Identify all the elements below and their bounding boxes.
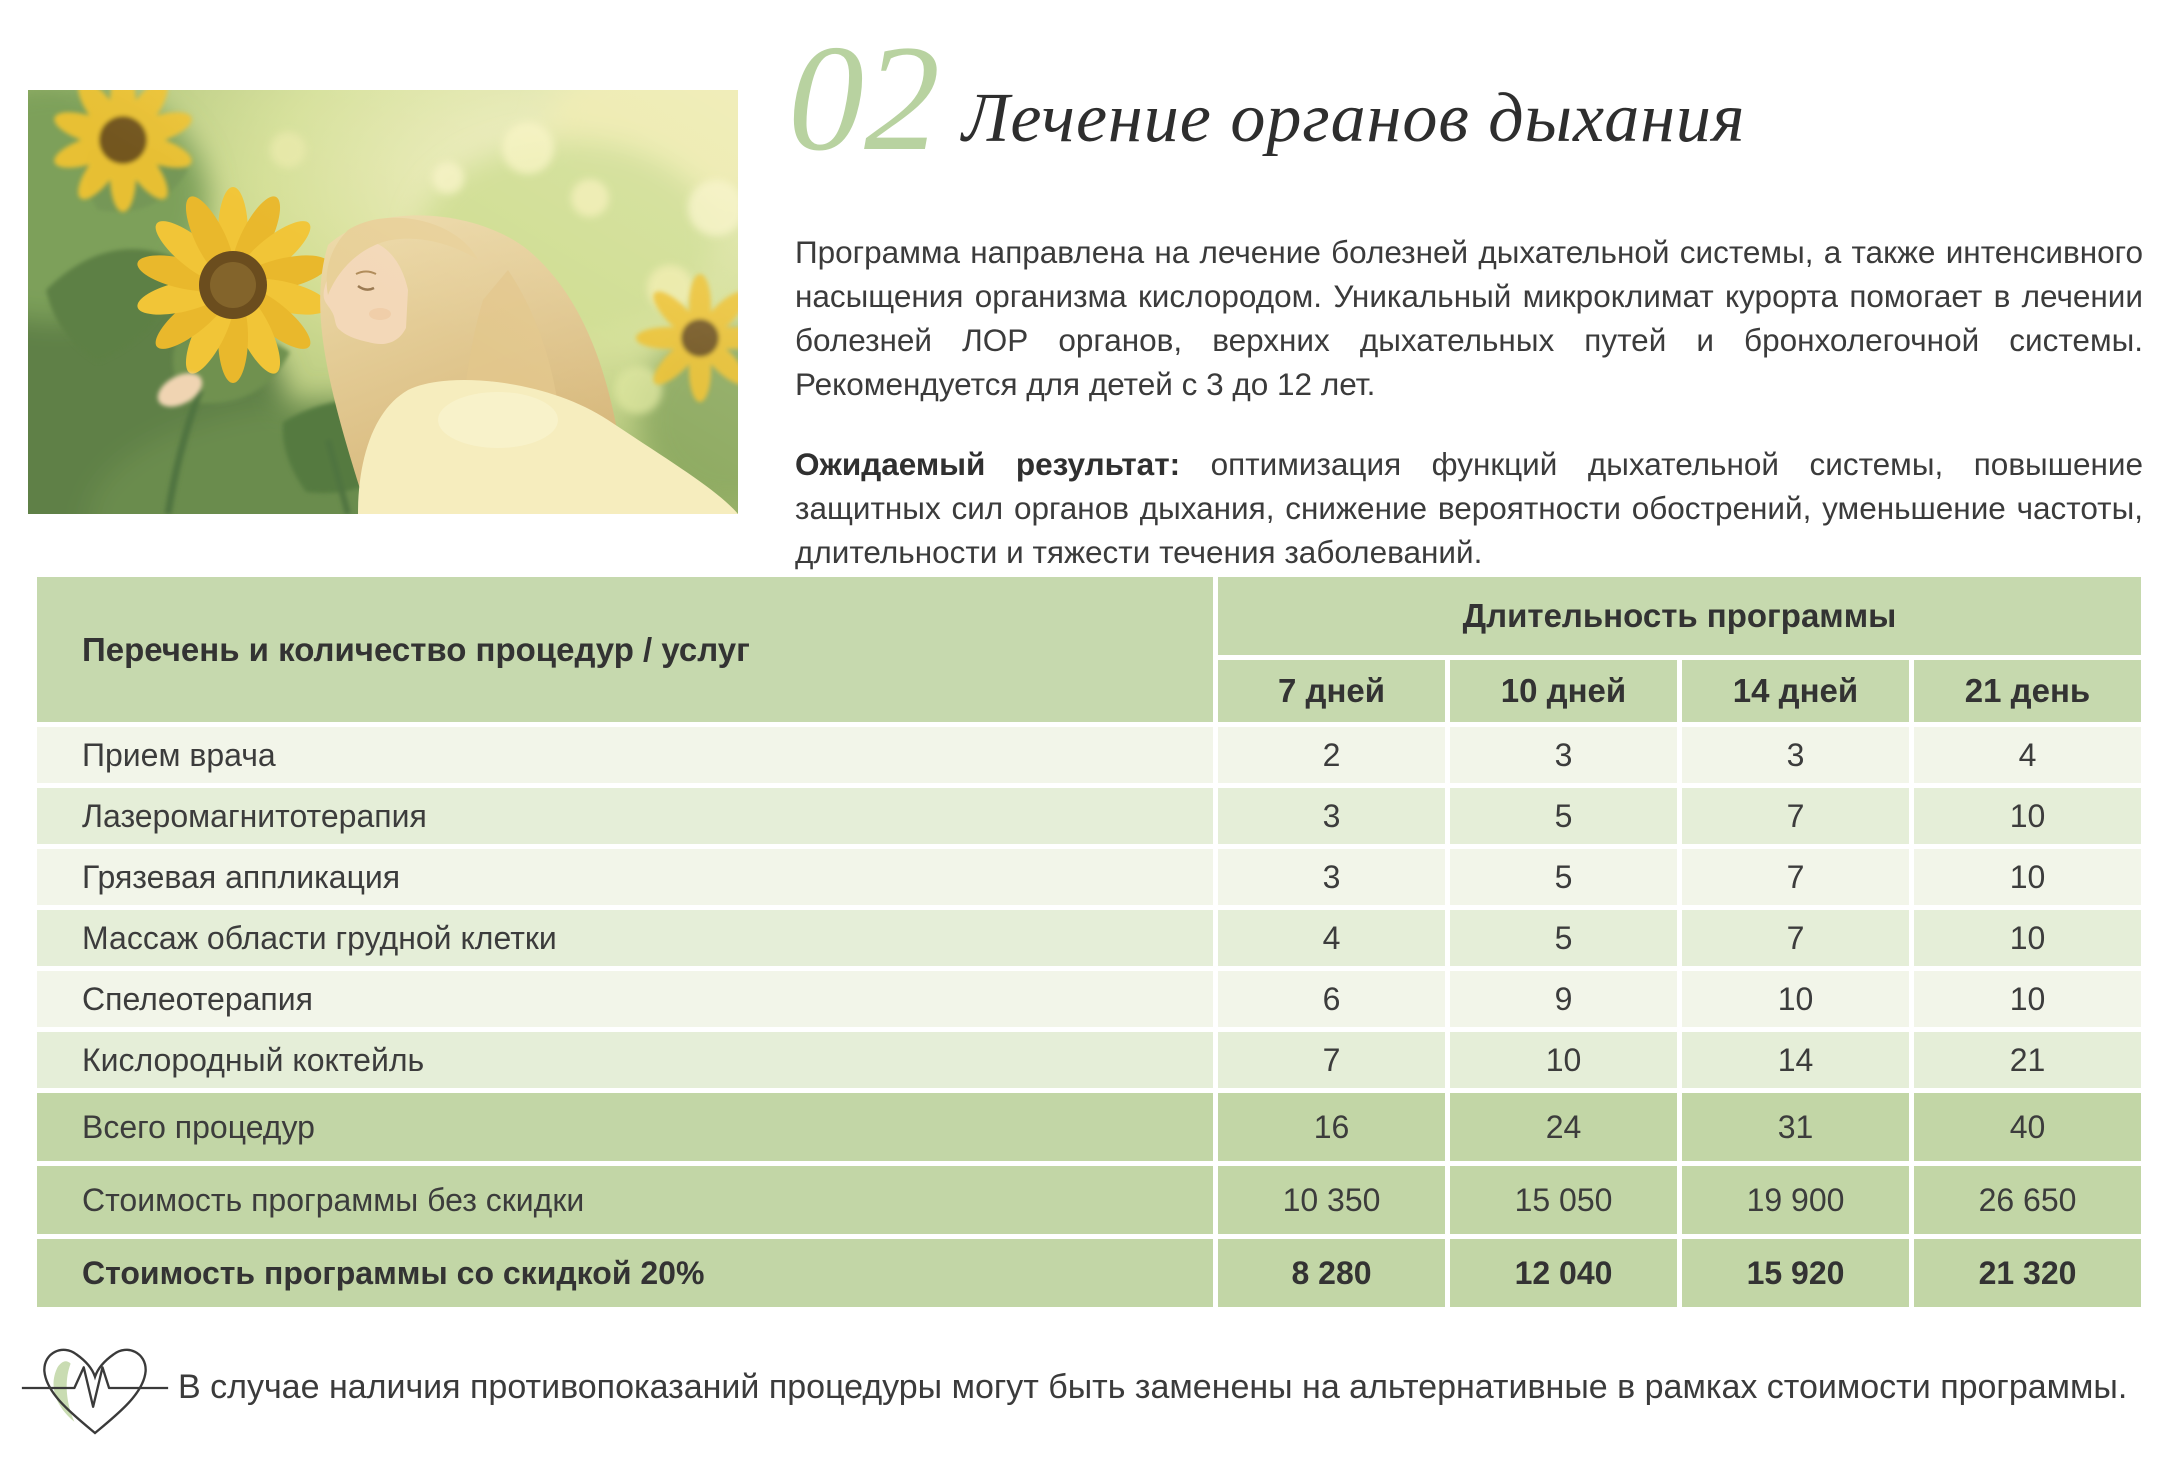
table-row-value: 3 <box>1218 788 1445 844</box>
table-row-value: 21 <box>1914 1032 2141 1088</box>
heart-pulse-icon <box>21 1348 169 1435</box>
table-row-value: 12 040 <box>1450 1239 1677 1307</box>
table-row-value: 10 350 <box>1218 1166 1445 1234</box>
table-row-value: 10 <box>1914 971 2141 1027</box>
table-column-7-days: 7 дней <box>1218 660 1445 722</box>
footer-note: В случае наличия противопоказаний процед… <box>178 1368 2128 1406</box>
table-row-value: 3 <box>1450 727 1677 783</box>
table-row-label: Массаж области грудной клетки <box>37 910 1213 966</box>
table-header-duration: Длительность программы <box>1218 577 2141 655</box>
table-row-value: 6 <box>1218 971 1445 1027</box>
table-row-label: Прием врача <box>37 727 1213 783</box>
table-row-value: 10 <box>1914 788 2141 844</box>
table-row-value: 5 <box>1450 849 1677 905</box>
expected-result-paragraph: Ожидаемый результат: оптимизация функций… <box>795 442 2143 574</box>
expected-result-label: Ожидаемый результат: <box>795 445 1181 482</box>
table-row-value: 31 <box>1682 1093 1909 1161</box>
table-row-value: 15 050 <box>1450 1166 1677 1234</box>
table-row-value: 7 <box>1682 788 1909 844</box>
table-row-value: 15 920 <box>1682 1239 1909 1307</box>
sunflower-field-illustration <box>28 90 738 514</box>
table-row-value: 24 <box>1450 1093 1677 1161</box>
table-column-21-days: 21 день <box>1914 660 2141 722</box>
table-row-value: 26 650 <box>1914 1166 2141 1234</box>
table-row-label: Стоимость программы без скидки <box>37 1166 1213 1234</box>
table-row-value: 19 900 <box>1682 1166 1909 1234</box>
table-row-value: 10 <box>1914 849 2141 905</box>
table-row-value: 5 <box>1450 788 1677 844</box>
table-row-value: 16 <box>1218 1093 1445 1161</box>
table-row-label: Стоимость программы со скидкой 20% <box>37 1239 1213 1307</box>
section-number: 02 <box>788 14 940 182</box>
intro-paragraph: Программа направлена на лечение болезней… <box>795 233 2143 402</box>
table-row-value: 10 <box>1914 910 2141 966</box>
table-row-label: Кислородный коктейль <box>37 1032 1213 1088</box>
table-row-value: 4 <box>1218 910 1445 966</box>
table-row-label: Лазеромагнитотерапия <box>37 788 1213 844</box>
table-row-value: 9 <box>1450 971 1677 1027</box>
table-row-label: Спелеотерапия <box>37 971 1213 1027</box>
photo-girl-sunflowers <box>28 90 738 514</box>
table-row-value: 7 <box>1218 1032 1445 1088</box>
table-row-value: 7 <box>1682 910 1909 966</box>
table-row-value: 3 <box>1682 727 1909 783</box>
table-column-10-days: 10 дней <box>1450 660 1677 722</box>
table-row-label: Всего процедур <box>37 1093 1213 1161</box>
table-row-value: 4 <box>1914 727 2141 783</box>
table-row-value: 10 <box>1450 1032 1677 1088</box>
table-column-14-days: 14 дней <box>1682 660 1909 722</box>
expected-result-text: оптимизация функций дыхательной системы,… <box>795 445 2143 570</box>
table-row-value: 14 <box>1682 1032 1909 1088</box>
table-row-value: 2 <box>1218 727 1445 783</box>
page-title: Лечение органов дыхания <box>962 80 1746 157</box>
table-header-procedures: Перечень и количество процедур / услуг <box>37 577 1213 722</box>
table-row-value: 3 <box>1218 849 1445 905</box>
table-row-value: 21 320 <box>1914 1239 2141 1307</box>
table-row-value: 8 280 <box>1218 1239 1445 1307</box>
table-row-value: 40 <box>1914 1093 2141 1161</box>
table-row-label: Грязевая аппликация <box>37 849 1213 905</box>
table-row-value: 5 <box>1450 910 1677 966</box>
table-row-value: 7 <box>1682 849 1909 905</box>
table-row-value: 10 <box>1682 971 1909 1027</box>
procedures-table: Перечень и количество процедур / услуг Д… <box>37 577 2141 1307</box>
